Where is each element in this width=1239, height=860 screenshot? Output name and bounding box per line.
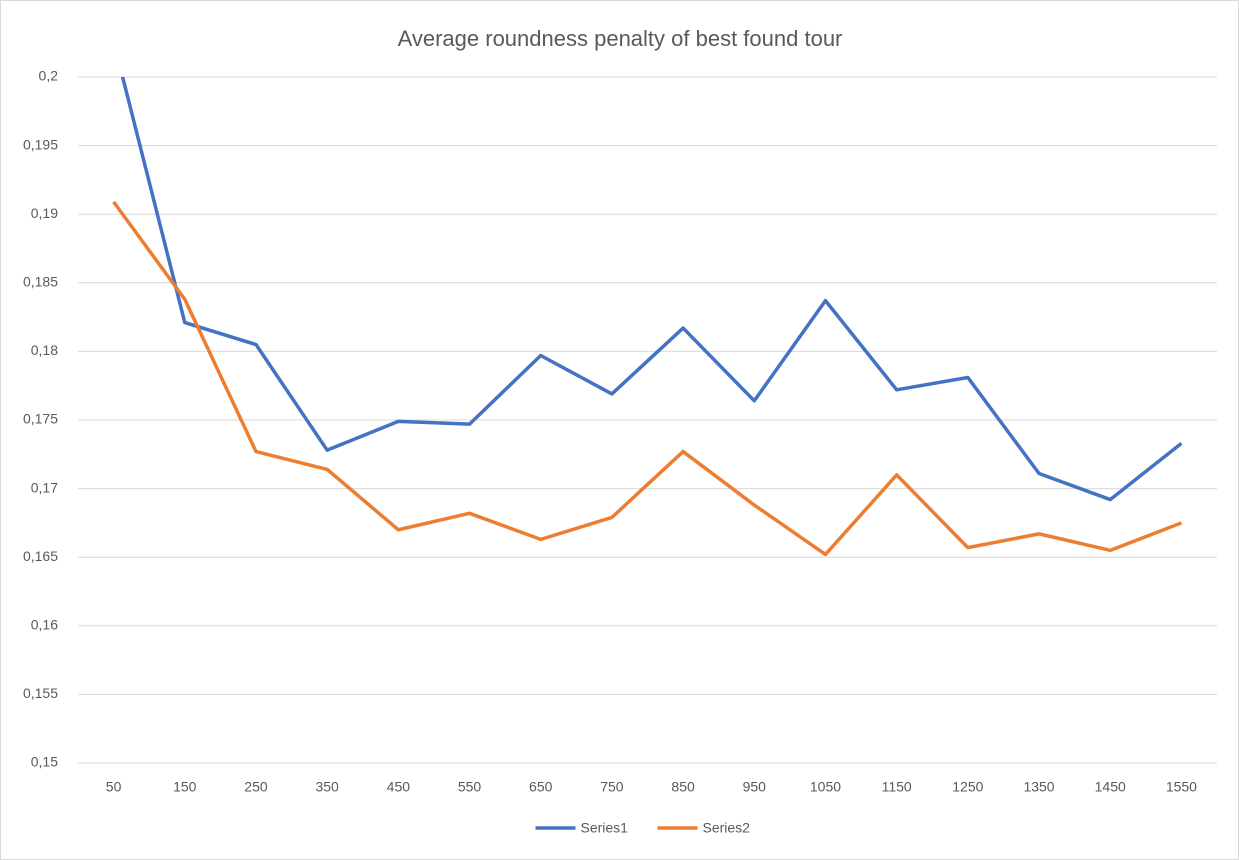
y-tick-label: 0,17 <box>31 479 58 495</box>
y-tick-label: 0,15 <box>31 754 58 770</box>
y-tick-label: 0,195 <box>23 136 58 152</box>
y-tick-label: 0,185 <box>23 274 58 290</box>
y-tick-label: 0,165 <box>23 548 58 564</box>
x-tick-label: 150 <box>173 779 197 795</box>
x-tick-label: 650 <box>529 779 553 795</box>
x-tick-label: 1550 <box>1166 779 1197 795</box>
x-tick-label: 950 <box>743 779 767 795</box>
x-tick-label: 1450 <box>1095 779 1126 795</box>
x-tick-label: 1150 <box>882 779 912 795</box>
x-tick-label: 450 <box>387 779 411 795</box>
legend-label: Series1 <box>581 820 629 836</box>
x-tick-label: 1350 <box>1023 779 1054 795</box>
series-line <box>112 200 1183 557</box>
x-tick-label: 550 <box>458 779 482 795</box>
x-tick-label: 50 <box>106 779 122 795</box>
series-line <box>120 77 1183 502</box>
legend-label: Series2 <box>703 820 751 836</box>
y-tick-label: 0,175 <box>23 411 58 427</box>
x-tick-label: 1250 <box>952 779 983 795</box>
y-tick-label: 0,155 <box>23 685 58 701</box>
y-tick-label: 0,2 <box>39 68 59 84</box>
y-tick-label: 0,16 <box>31 617 58 633</box>
x-tick-label: 1050 <box>810 779 841 795</box>
x-tick-label: 350 <box>315 779 339 795</box>
x-tick-label: 850 <box>671 779 695 795</box>
x-tick-label: 750 <box>600 779 624 795</box>
y-tick-label: 0,19 <box>31 205 58 221</box>
y-tick-label: 0,18 <box>31 342 58 358</box>
chart-title: Average roundness penalty of best found … <box>398 26 843 51</box>
plot-area <box>112 77 1183 557</box>
x-tick-label: 250 <box>244 779 268 795</box>
